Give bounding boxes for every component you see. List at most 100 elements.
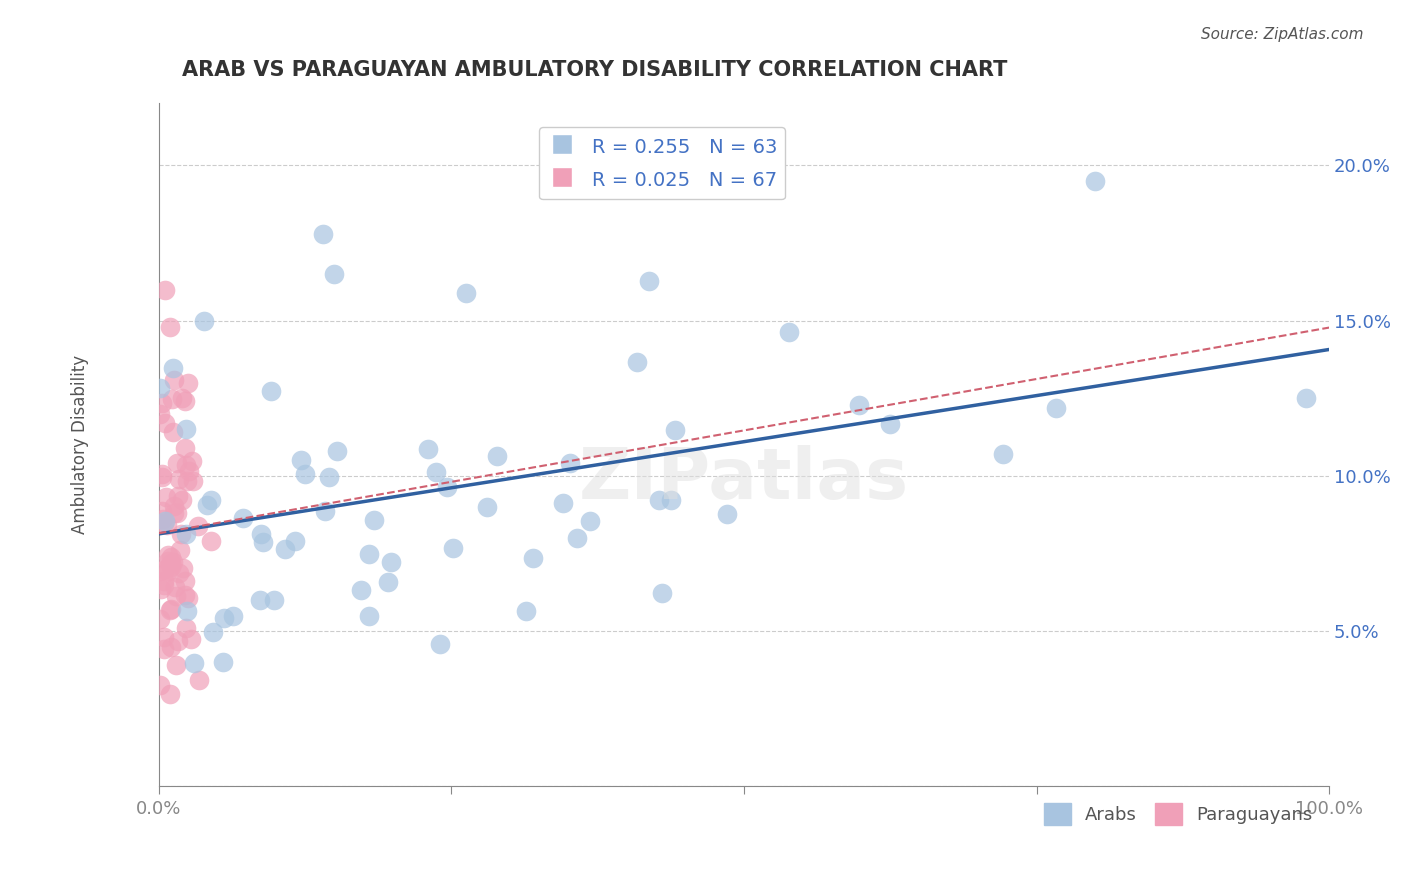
Point	[150, 467, 173, 481]
Point	[159, 603, 181, 617]
Point	[159, 320, 181, 334]
Point	[169, 543, 191, 558]
Point	[993, 447, 1015, 461]
Point	[637, 274, 659, 288]
Point	[150, 504, 173, 518]
Point	[212, 655, 235, 669]
Point	[153, 641, 176, 656]
Point	[274, 542, 297, 557]
Point	[318, 470, 340, 484]
Point	[166, 489, 188, 503]
Point	[648, 492, 671, 507]
Point	[177, 376, 200, 390]
Point	[159, 559, 181, 574]
Point	[659, 493, 682, 508]
Point	[558, 456, 581, 470]
Point	[429, 637, 451, 651]
Point	[149, 564, 172, 578]
Point	[294, 467, 316, 482]
Point	[377, 574, 399, 589]
Point	[166, 633, 188, 648]
Point	[172, 561, 194, 575]
Point	[174, 621, 197, 635]
Point	[163, 499, 186, 513]
Point	[290, 452, 312, 467]
Point	[475, 500, 498, 514]
Point	[156, 549, 179, 563]
Point	[183, 656, 205, 670]
Point	[349, 583, 371, 598]
Point	[515, 604, 537, 618]
Point	[165, 658, 187, 673]
Point	[153, 574, 176, 589]
Point	[181, 474, 204, 488]
Point	[565, 531, 588, 545]
Point	[1084, 174, 1107, 188]
Point	[153, 630, 176, 644]
Point	[486, 450, 509, 464]
Point	[149, 407, 172, 421]
Point	[222, 609, 245, 624]
Point	[311, 227, 333, 241]
Point	[187, 519, 209, 533]
Point	[160, 550, 183, 565]
Point	[380, 555, 402, 569]
Point	[174, 574, 197, 588]
Point	[441, 541, 464, 556]
Point	[716, 508, 738, 522]
Point	[163, 506, 186, 520]
Point	[155, 490, 177, 504]
Point	[263, 593, 285, 607]
Point	[153, 578, 176, 592]
Point	[195, 499, 218, 513]
Point	[357, 609, 380, 624]
Point	[193, 313, 215, 327]
Point	[778, 326, 800, 340]
Point	[326, 443, 349, 458]
Point	[160, 602, 183, 616]
Point	[212, 611, 235, 625]
Point	[149, 612, 172, 626]
Point	[165, 589, 187, 603]
Point	[153, 516, 176, 531]
Point	[149, 381, 172, 395]
Point	[232, 511, 254, 525]
Point	[314, 504, 336, 518]
Point	[173, 394, 195, 409]
Point	[1045, 401, 1067, 416]
Point	[157, 565, 180, 579]
Point	[170, 493, 193, 508]
Legend: Arabs, Paraguayans: Arabs, Paraguayans	[1036, 796, 1320, 832]
Point	[176, 526, 198, 541]
Point	[180, 632, 202, 646]
Point	[150, 396, 173, 410]
Point	[153, 514, 176, 528]
Point	[179, 463, 201, 477]
Point	[166, 456, 188, 470]
Point	[252, 535, 274, 549]
Point	[167, 566, 190, 581]
Point	[153, 283, 176, 297]
Point	[359, 547, 381, 561]
Point	[187, 673, 209, 688]
Point	[162, 361, 184, 376]
Point	[170, 527, 193, 541]
Point	[163, 373, 186, 387]
Point	[1295, 391, 1317, 405]
Point	[664, 424, 686, 438]
Point	[174, 588, 197, 602]
Point	[260, 384, 283, 399]
Point	[200, 492, 222, 507]
Point	[149, 678, 172, 692]
Point	[166, 506, 188, 520]
Text: ARAB VS PARAGUAYAN AMBULATORY DISABILITY CORRELATION CHART: ARAB VS PARAGUAYAN AMBULATORY DISABILITY…	[183, 60, 1008, 79]
Point	[323, 267, 346, 281]
Point	[250, 527, 273, 541]
Point	[200, 533, 222, 548]
Point	[848, 398, 870, 412]
Point	[159, 640, 181, 654]
Point	[155, 416, 177, 430]
Point	[169, 472, 191, 486]
Point	[152, 470, 174, 484]
Point	[579, 514, 602, 528]
